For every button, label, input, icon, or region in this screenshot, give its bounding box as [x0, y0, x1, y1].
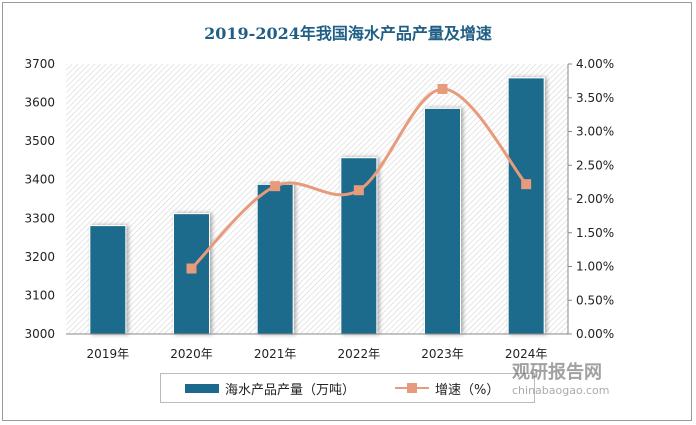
left-tick-label: 3300: [24, 211, 55, 225]
right-tick-label: 0.00%: [576, 327, 614, 341]
legend-line-swatch: [395, 383, 430, 393]
right-tick-label: 3.00%: [576, 125, 614, 139]
left-tick-label: 3200: [24, 250, 55, 264]
x-tick-label: 2022年: [338, 347, 381, 361]
left-tick-label: 3000: [24, 327, 55, 341]
right-tick-label: 0.50%: [576, 293, 614, 307]
growth-marker: [437, 83, 448, 94]
right-tick-label: 3.50%: [576, 91, 614, 105]
right-tick-label: 1.50%: [576, 226, 614, 240]
growth-marker: [353, 185, 364, 196]
left-tick-label: 3700: [24, 57, 55, 71]
legend-item-growth: 增速（%）: [395, 379, 499, 398]
legend-label: 海水产品产量（万吨）: [225, 382, 356, 398]
legend-label: 增速（%）: [435, 382, 500, 398]
right-tick-label: 2.50%: [576, 158, 614, 172]
legend: 海水产品产量（万吨） 增速（%）: [160, 373, 535, 403]
right-tick-label: 4.00%: [576, 57, 614, 71]
plot-area: [66, 64, 568, 334]
bar: [89, 225, 127, 335]
left-tick-label: 3400: [24, 173, 55, 187]
x-tick-label: 2023年: [421, 347, 464, 361]
x-tick-label: 2024年: [505, 347, 548, 361]
x-tick-label: 2021年: [254, 347, 297, 361]
growth-marker: [186, 263, 197, 274]
growth-marker: [270, 181, 281, 192]
bar: [424, 107, 461, 335]
chart-title: 2019-2024年我国海水产品产量及增速: [204, 24, 492, 43]
right-tick-label: 2.00%: [576, 192, 614, 206]
chart-frame: [2, 2, 692, 421]
bar: [173, 213, 210, 335]
x-tick-label: 2020年: [170, 347, 213, 361]
left-tick-label: 3600: [24, 96, 55, 110]
x-tick-label: 2019年: [87, 347, 130, 361]
growth-marker: [521, 179, 532, 190]
right-tick-label: 1.00%: [576, 260, 614, 274]
legend-item-production: 海水产品产量（万吨）: [185, 379, 355, 398]
bar: [256, 183, 294, 335]
left-tick-label: 3500: [24, 134, 55, 148]
legend-bar-swatch: [185, 383, 219, 393]
bar: [507, 77, 545, 335]
watermark-logo: 观研报告网 chinabaogao.com: [512, 362, 610, 397]
left-tick-label: 3100: [24, 288, 55, 302]
bar: [340, 157, 378, 335]
